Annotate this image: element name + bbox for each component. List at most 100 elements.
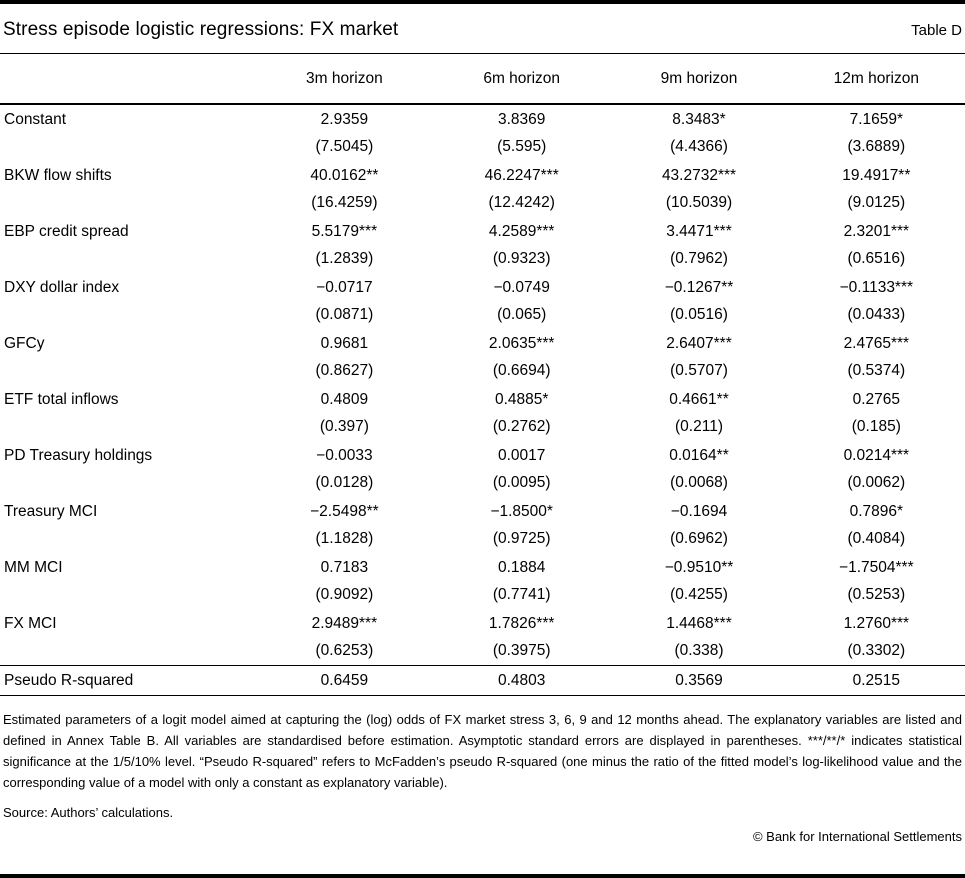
standard-error-value: (0.9092) [315, 586, 374, 603]
standard-error-value: (10.5039) [665, 194, 733, 211]
coefficient-value: 19.4917** [842, 167, 911, 184]
title-bar: Stress episode logistic regressions: FX … [0, 4, 965, 54]
data-cell: −0.0749 (0.065) [433, 273, 610, 329]
coefficient-value: 2.0635*** [488, 335, 555, 352]
row-label: BKW flow shifts [4, 167, 112, 184]
coefficient-value: 0.9681 [320, 335, 369, 352]
standard-error-value: (0.0871) [315, 306, 374, 323]
standard-error-value: (0.0068) [670, 474, 728, 491]
standard-error-value: (0.0433) [847, 306, 906, 323]
standard-error-value: (3.6889) [847, 138, 906, 155]
row-label: PD Treasury holdings [4, 447, 153, 464]
row-label: MM MCI [4, 559, 63, 576]
coefficient-value: −0.9510** [664, 559, 734, 576]
regression-table: 3m horizon 6m horizon 9m horizon 12m horizo… [0, 54, 965, 696]
coefficient-value: 3.4471*** [666, 223, 732, 240]
data-cell: −1.7504*** (0.5253) [788, 553, 965, 609]
coefficient-value: −2.5498** [310, 503, 379, 520]
column-header: 3m horizon [255, 54, 434, 105]
data-cell: 2.9359 (7.5045) [256, 104, 433, 161]
data-cell: 2.6407*** (0.5707) [610, 329, 787, 385]
standard-error-value: (16.4259) [311, 194, 378, 211]
standard-error-value: (0.5253) [847, 586, 906, 603]
standard-error-value: (0.8627) [315, 362, 374, 379]
data-cell: 1.2760*** (0.3302) [788, 609, 965, 666]
coefficient-value: 8.3483* [672, 111, 726, 128]
corner-cell [0, 54, 256, 105]
row-label: Treasury MCI [4, 503, 98, 520]
data-cell: 3.8369 (5.595) [433, 104, 610, 161]
row-label: GFCy [4, 335, 45, 352]
table-row: FX MCI 2.9489*** (0.6253) 1.7826*** (0.3975)… [0, 609, 965, 666]
data-cell: 0.4809 (0.397) [256, 385, 433, 441]
standard-error-value: (0.4084) [847, 530, 906, 547]
standard-error-value: (0.0095) [492, 474, 551, 491]
bottom-rule [0, 874, 965, 878]
standard-error-value: (5.595) [497, 138, 547, 155]
standard-error-value: (9.0125) [847, 194, 906, 211]
standard-error-value: (0.7962) [670, 250, 728, 267]
standard-error-value: (0.0516) [670, 306, 728, 323]
coefficient-value: 2.4765*** [843, 335, 910, 352]
column-header: 9m horizon [610, 54, 788, 105]
standard-error-value: (0.0062) [847, 474, 906, 491]
data-cell: −0.1267** (0.0516) [610, 273, 787, 329]
table-label: Table D [911, 22, 962, 39]
table-row: GFCy 0.9681 (0.8627) 2.0635*** (0.6694) 2.640… [0, 329, 965, 385]
pseudo-r-squared-row: Pseudo R-squared 0.6459 0.4803 0.3569 0.2515 [0, 665, 965, 696]
data-cell: 0.0214*** (0.0062) [788, 441, 965, 497]
standard-error-value: (0.5707) [670, 362, 728, 379]
data-cell: 0.4661** (0.211) [610, 385, 787, 441]
coefficient-value: 1.7826*** [488, 615, 555, 632]
coefficient-value: 7.1659* [849, 111, 904, 128]
data-cell: −0.9510** (0.4255) [610, 553, 787, 609]
data-cell: 0.1884 (0.7741) [433, 553, 610, 609]
standard-error-value: (0.185) [851, 418, 901, 435]
table-row: BKW flow shifts 40.0162** (16.4259) 46.2247… [0, 161, 965, 217]
data-cell: −1.8500* (0.9725) [433, 497, 610, 553]
data-cell: 2.9489*** (0.6253) [256, 609, 433, 666]
standard-error-value: (0.9725) [492, 530, 551, 547]
pseudo-r-squared-value: 0.4803 [433, 665, 611, 696]
table-row: Constant 2.9359 (7.5045) 3.8369 (5.595) 8.348… [0, 104, 965, 161]
table-row: Treasury MCI −2.5498** (1.1828) −1.8500* (0.… [0, 497, 965, 553]
coefficient-value: −0.0717 [316, 279, 373, 296]
coefficient-value: 0.4809 [320, 391, 369, 408]
coefficient-value: 1.2760*** [843, 615, 910, 632]
standard-error-value: (0.065) [497, 306, 547, 323]
standard-error-value: (0.3302) [847, 642, 906, 659]
standard-error-value: (0.5374) [847, 362, 906, 379]
column-header: 12m horizon [787, 54, 965, 105]
standard-error-value: (0.4255) [670, 586, 728, 603]
coefficient-value: −0.1694 [670, 503, 728, 520]
row-label: FX MCI [4, 615, 57, 632]
coefficient-value: 0.0164** [669, 447, 729, 464]
data-cell: −2.5498** (1.1828) [256, 497, 433, 553]
column-header: 6m horizon [433, 54, 611, 105]
row-label: Constant [4, 111, 67, 128]
standard-error-value: (0.3975) [492, 642, 551, 659]
standard-error-value: (0.9323) [492, 250, 551, 267]
data-cell: 0.4885* (0.2762) [433, 385, 610, 441]
data-cell: 3.4471*** (0.7962) [610, 217, 787, 273]
pseudo-r-squared-value: 0.6459 [255, 665, 434, 696]
table-body: Constant 2.9359 (7.5045) 3.8369 (5.595) 8.348… [0, 104, 965, 696]
table-row: PD Treasury holdings −0.0033 (0.0128) 0.001… [0, 441, 965, 497]
data-cell: 7.1659* (3.6889) [788, 104, 965, 161]
data-cell: −0.0717 (0.0871) [256, 273, 433, 329]
row-label: Pseudo R-squared [0, 665, 256, 696]
data-cell: 5.5179*** (1.2839) [256, 217, 433, 273]
coefficient-value: 0.7896* [849, 503, 904, 520]
data-cell: 19.4917** (9.0125) [788, 161, 965, 217]
coefficient-value: 2.6407*** [666, 335, 732, 352]
data-cell: 8.3483* (4.4366) [610, 104, 787, 161]
table-row: DXY dollar index −0.0717 (0.0871) −0.0749 (0… [0, 273, 965, 329]
coefficient-value: 0.4661** [669, 391, 729, 408]
pseudo-r-squared-value: 0.2515 [787, 665, 965, 696]
standard-error-value: (0.397) [319, 418, 369, 435]
standard-error-value: (0.7741) [492, 586, 551, 603]
coefficient-value: 40.0162** [310, 167, 379, 184]
data-cell: 2.3201*** (0.6516) [788, 217, 965, 273]
coefficient-value: 5.5179*** [311, 223, 378, 240]
coefficient-value: −0.1133*** [839, 279, 914, 296]
